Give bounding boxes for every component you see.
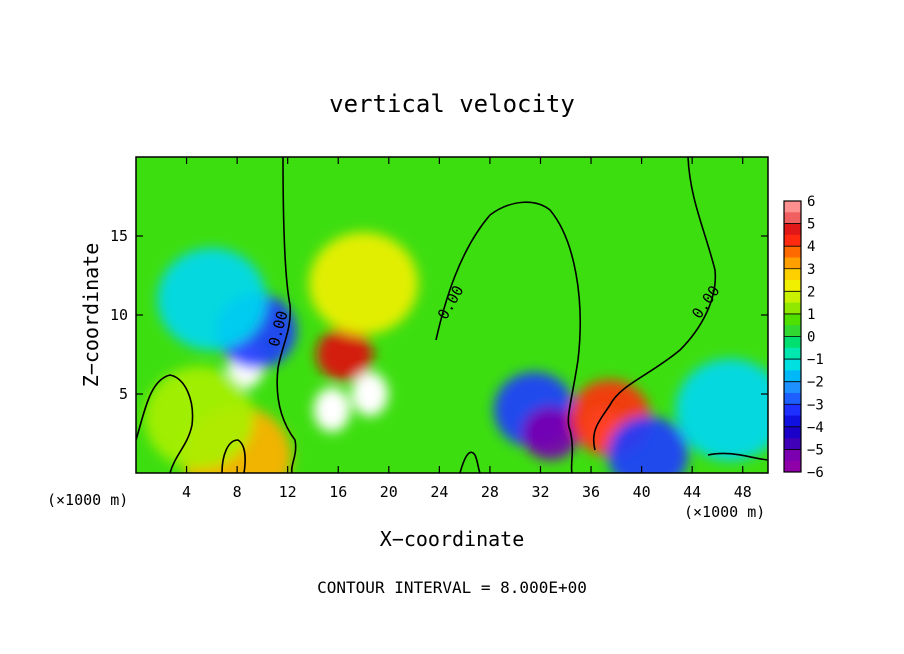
- x-tick-label: 16: [329, 483, 347, 501]
- colorbar-tick-label: −2: [807, 375, 824, 391]
- y-axis-ticks: 5 10 15: [110, 227, 768, 403]
- colorbar-tick-label: 2: [807, 284, 815, 300]
- x-tick-label: 20: [380, 483, 398, 501]
- colorbar-tick-label: 4: [807, 239, 815, 255]
- colorbar-swatch: [784, 246, 801, 258]
- x-tick-label: 4: [182, 483, 191, 501]
- x-tick-label: 24: [430, 483, 448, 501]
- y-tick-label: 15: [110, 227, 128, 245]
- velocity-feature: [316, 327, 373, 382]
- y-tick-label: 10: [110, 306, 128, 324]
- velocity-feature: [144, 366, 254, 469]
- colorbar-swatch: [784, 415, 801, 428]
- colorbar-swatch: [784, 381, 801, 394]
- x-tick-label: 8: [233, 483, 242, 501]
- colorbar-swatch: [784, 302, 801, 315]
- zero-contours: [136, 157, 768, 473]
- colorbar-swatch: [784, 212, 801, 225]
- velocity-feature: [607, 416, 689, 473]
- velocity-feature: [157, 248, 267, 351]
- x-unit-right: (×1000 m): [684, 503, 765, 521]
- colorbar-swatch: [784, 438, 801, 450]
- colorbar-swatch: [784, 257, 801, 270]
- colorbar-tick-label: 5: [807, 217, 815, 233]
- x-tick-label: 40: [633, 483, 651, 501]
- velocity-feature: [313, 387, 351, 432]
- contour-interval-note: CONTOUR INTERVAL = 8.000E+00: [317, 578, 587, 597]
- x-tick-label: 12: [279, 483, 297, 501]
- colorbar-swatch: [784, 336, 801, 349]
- zero-contour-line: [136, 374, 194, 473]
- velocity-feature: [675, 358, 768, 461]
- zero-contour-line: [592, 157, 717, 451]
- colorbar-tick-label: 3: [807, 262, 815, 278]
- x-tick-label: 44: [683, 483, 701, 501]
- velocity-feature: [308, 232, 419, 335]
- zero-contour-line: [221, 439, 246, 473]
- colorbar-swatch: [784, 404, 801, 417]
- colorbar-tick-label: 6: [807, 194, 815, 210]
- colorbar-swatch: [784, 460, 801, 473]
- colorbar-swatch: [784, 426, 801, 439]
- colorbar-swatch: [784, 370, 801, 383]
- colorbar-swatch: [784, 223, 801, 236]
- x-tick-label: 48: [734, 483, 752, 501]
- zero-contour-line: [435, 201, 581, 473]
- colorbar-swatch: [784, 201, 801, 213]
- x-tick-label: 36: [582, 483, 600, 501]
- colorbar-swatch: [784, 392, 801, 405]
- colorbar-tick-label: 1: [807, 307, 815, 323]
- y-tick-label: 5: [119, 385, 128, 403]
- zero-contour-line: [276, 157, 297, 473]
- plot-area: 0.000.00 0.00 4 8 12 16 20 24 28 32 36 40 44 48 5101…: [110, 156, 769, 501]
- colorbar-swatch: [784, 359, 801, 371]
- chart-title: vertical velocity: [329, 90, 575, 118]
- colorbar-tick-label: −3: [807, 397, 824, 413]
- velocity-feature: [522, 406, 579, 461]
- colorbar-swatch: [784, 291, 801, 304]
- x-axis-label: X−coordinate: [380, 527, 525, 551]
- colorbar-swatch: [784, 234, 801, 247]
- colorbar-swatch: [784, 268, 801, 281]
- x-axis-ticks: 4 8 12 16 20 24 28 32 36 40 44 48: [182, 157, 752, 501]
- colorbar-swatch: [784, 313, 801, 326]
- zero-contour-line: [707, 452, 768, 461]
- colorbar-tick-label: −4: [807, 420, 824, 436]
- x-tick-label: 28: [481, 483, 499, 501]
- zero-contour-line: [459, 451, 481, 473]
- heatmap-field: [144, 232, 768, 473]
- colorbar-tick-label: 0: [807, 330, 815, 346]
- colorbar-swatch: [784, 325, 801, 337]
- colorbar-tick-label: −5: [807, 442, 824, 458]
- velocity-feature: [351, 371, 389, 417]
- colorbar-tick-label: −1: [807, 352, 824, 368]
- colorbar-tick-label: −6: [807, 465, 824, 481]
- colorbar-swatch: [784, 347, 801, 360]
- x-tick-label: 32: [531, 483, 549, 501]
- colorbar-swatch: [784, 280, 801, 292]
- x-unit-left: (×1000 m): [47, 491, 128, 509]
- colorbar-swatch: [784, 449, 801, 462]
- y-axis-label: Z−coordinate: [79, 243, 103, 388]
- colorbar: 6 5 4 3 2 1 0 −1 −2 −3 −4 −5 −6: [783, 194, 824, 481]
